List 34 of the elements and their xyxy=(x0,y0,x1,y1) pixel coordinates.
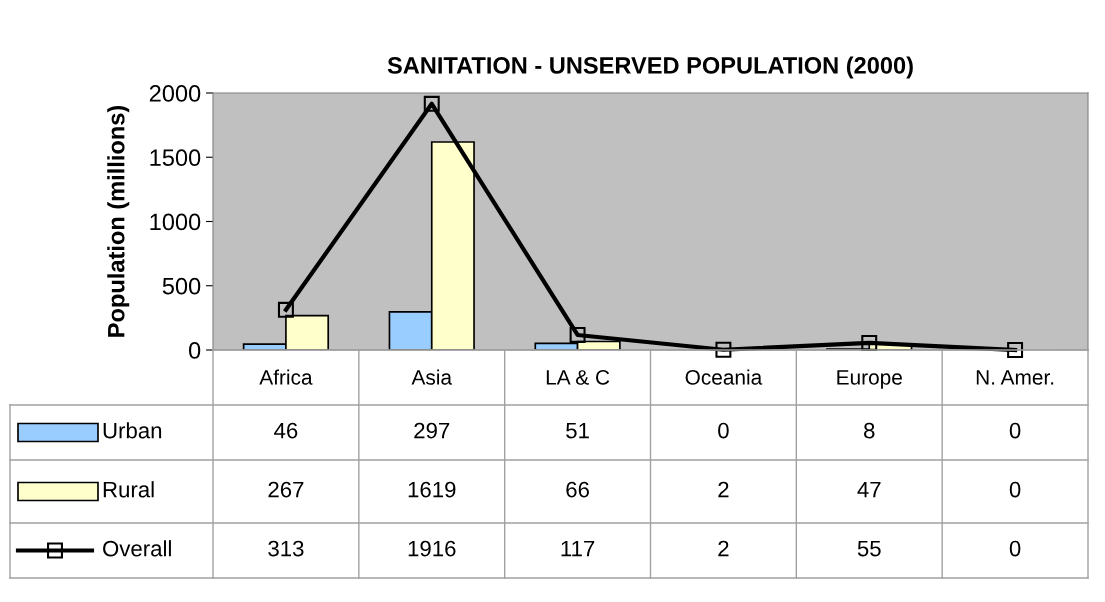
data-label: 2 xyxy=(718,481,729,498)
x-tick-label: N. Amer. xyxy=(976,370,1054,385)
legend-label: Overall xyxy=(103,540,171,557)
data-label: 51 xyxy=(566,422,589,439)
legend-label: Urban xyxy=(103,422,162,439)
data-label: 2 xyxy=(718,540,729,557)
data-label: 46 xyxy=(274,422,298,439)
data-label: 267 xyxy=(268,481,304,498)
x-tick-label: Europe xyxy=(837,370,902,389)
x-tick-label: LA & C xyxy=(546,369,610,385)
y-tick-label: 500 xyxy=(162,277,201,295)
y-tick-label: 1500 xyxy=(150,149,201,167)
x-tick-label: Oceania xyxy=(685,369,763,385)
data-label: 313 xyxy=(268,540,304,557)
y-tick-label: 2000 xyxy=(149,85,201,102)
data-label: 8 xyxy=(864,422,875,439)
data-label: 0 xyxy=(1009,422,1021,439)
data-label: 47 xyxy=(857,481,881,498)
y-tick-label: 1000 xyxy=(150,213,201,231)
data-label: 1619 xyxy=(408,481,456,498)
legend-label: Rural xyxy=(103,481,154,498)
data-label: 0 xyxy=(1009,481,1021,498)
x-tick-label: Asia xyxy=(411,369,453,385)
data-label: 0 xyxy=(1009,540,1021,557)
x-tick-label: Africa xyxy=(259,369,313,385)
data-label: 117 xyxy=(561,540,595,557)
data-label: 297 xyxy=(414,422,450,439)
y-tick-label: 0 xyxy=(188,342,201,359)
data-label: 55 xyxy=(857,540,881,557)
y-axis-title: Population (millions) xyxy=(107,105,130,337)
data-label: 0 xyxy=(718,422,729,439)
data-label: 1916 xyxy=(408,540,456,557)
chart-title: SANITATION - UNSERVED POPULATION (2000) xyxy=(387,56,913,79)
data-label: 66 xyxy=(566,481,589,498)
